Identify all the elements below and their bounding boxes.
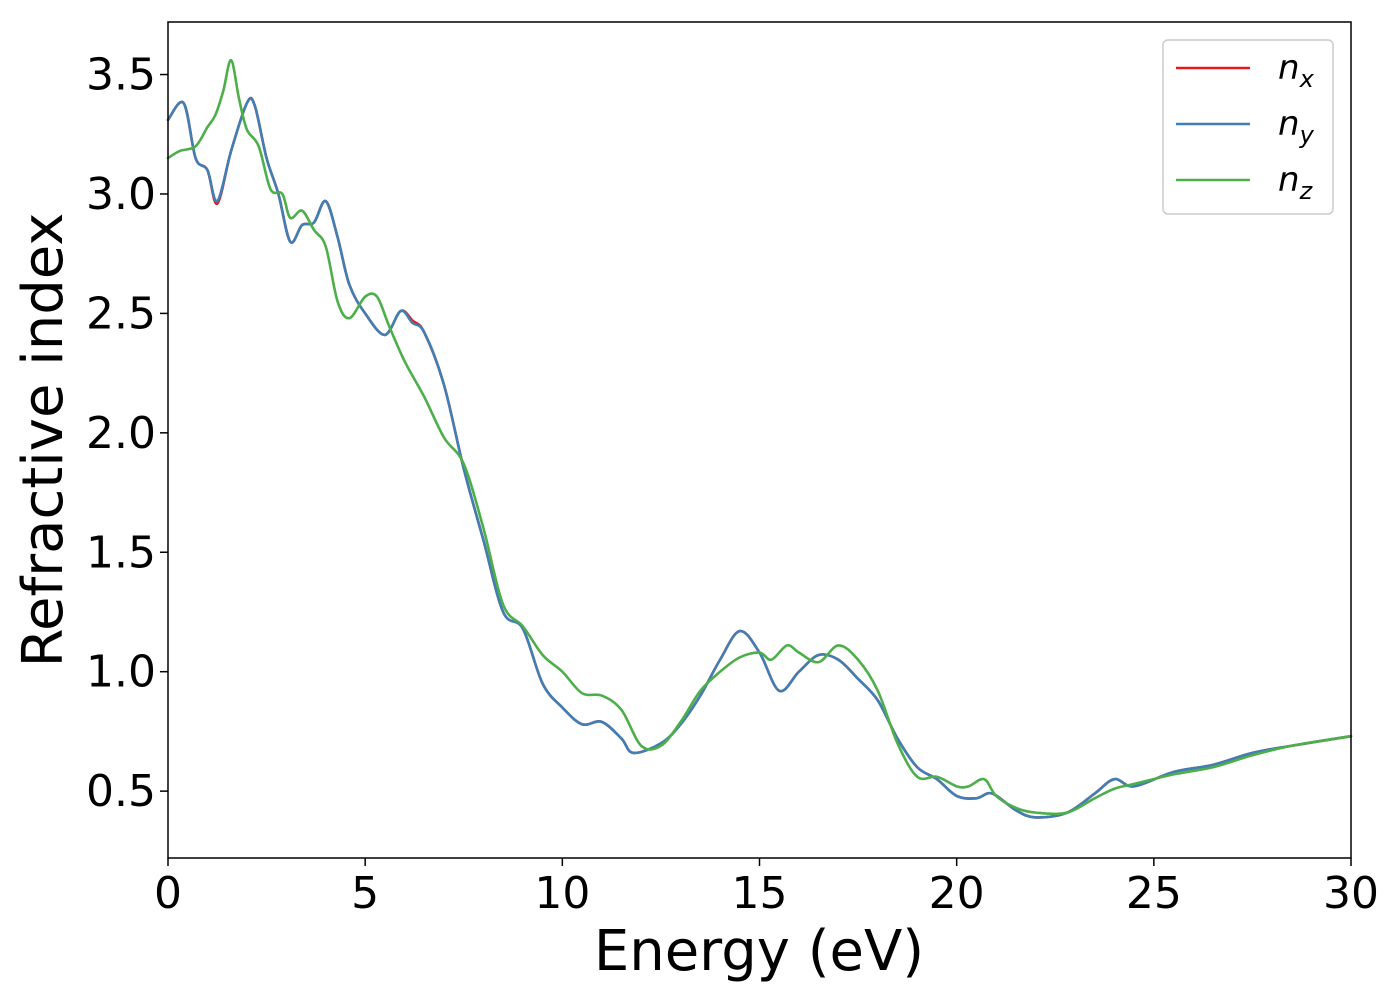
y-tick-label: 3.0	[86, 169, 156, 220]
x-ticks: 0 5 10 15 20 25 30	[154, 858, 1379, 919]
x-tick-label: 25	[1126, 868, 1182, 919]
x-axis-label: Energy (eV)	[594, 919, 924, 984]
x-tick-label: 0	[154, 868, 182, 919]
y-tick-label: 2.0	[86, 408, 156, 459]
x-tick-label: 5	[351, 868, 379, 919]
x-tick-label: 15	[732, 868, 788, 919]
x-tick-label: 10	[534, 868, 590, 919]
y-tick-label: 0.5	[86, 766, 156, 817]
series-line-ny	[166, 96, 1353, 819]
y-tick-label: 1.0	[86, 647, 156, 698]
legend-label-nz: nz	[1278, 160, 1314, 205]
y-tick-label: 1.5	[86, 527, 156, 578]
y-axis-label: Refractive index	[11, 213, 76, 668]
y-tick-label: 2.5	[86, 288, 156, 339]
y-tick-label: 3.5	[86, 50, 156, 101]
plot-lines	[166, 58, 1353, 819]
series-line-nz	[166, 58, 1353, 816]
y-ticks: 0.5 1.0 1.5 2.0 2.5 3.0 3.5	[86, 50, 168, 817]
x-tick-label: 30	[1323, 868, 1379, 919]
x-tick-label: 20	[929, 868, 985, 919]
legend-box	[1162, 39, 1334, 215]
